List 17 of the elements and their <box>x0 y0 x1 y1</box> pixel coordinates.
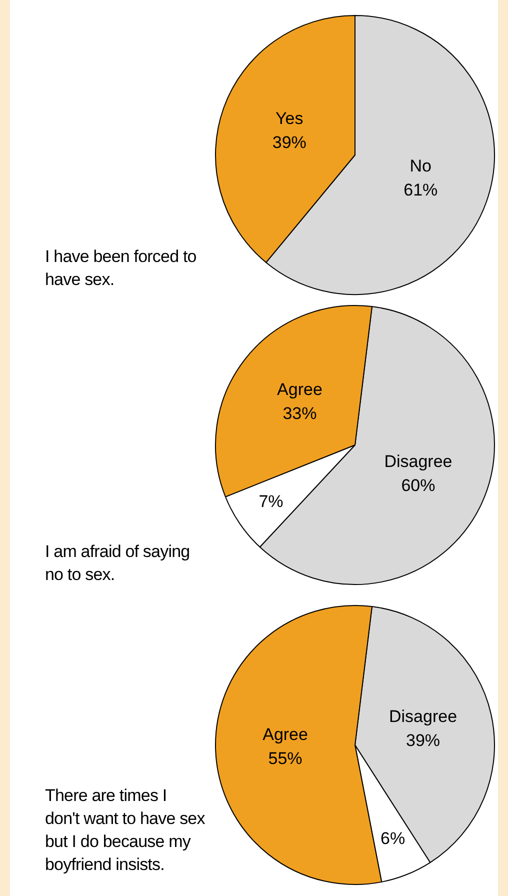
slice-label: Disagree <box>384 452 452 472</box>
text: I have been forced to have sex. <box>45 246 198 291</box>
text: There are times I don't want to have sex but I do because my boyfriend insists. <box>45 785 205 876</box>
slice-label: Agree <box>277 380 322 400</box>
data-label: 39% <box>272 133 306 152</box>
data-label: 55% <box>268 749 302 768</box>
data-label: 6% <box>380 829 406 848</box>
data-label: 7% <box>258 492 284 512</box>
data-label: 60% <box>401 476 436 496</box>
slice-label: Disagree <box>388 707 458 726</box>
data-label: 33% <box>282 404 317 424</box>
slice-label: Yes <box>276 109 304 128</box>
data-label: 39% <box>406 731 440 750</box>
slice-label: No <box>410 156 432 176</box>
text: I am afraid of saying no to sex. <box>45 541 191 586</box>
slice-label: Agree <box>262 725 308 744</box>
data-label: 61% <box>404 180 438 200</box>
